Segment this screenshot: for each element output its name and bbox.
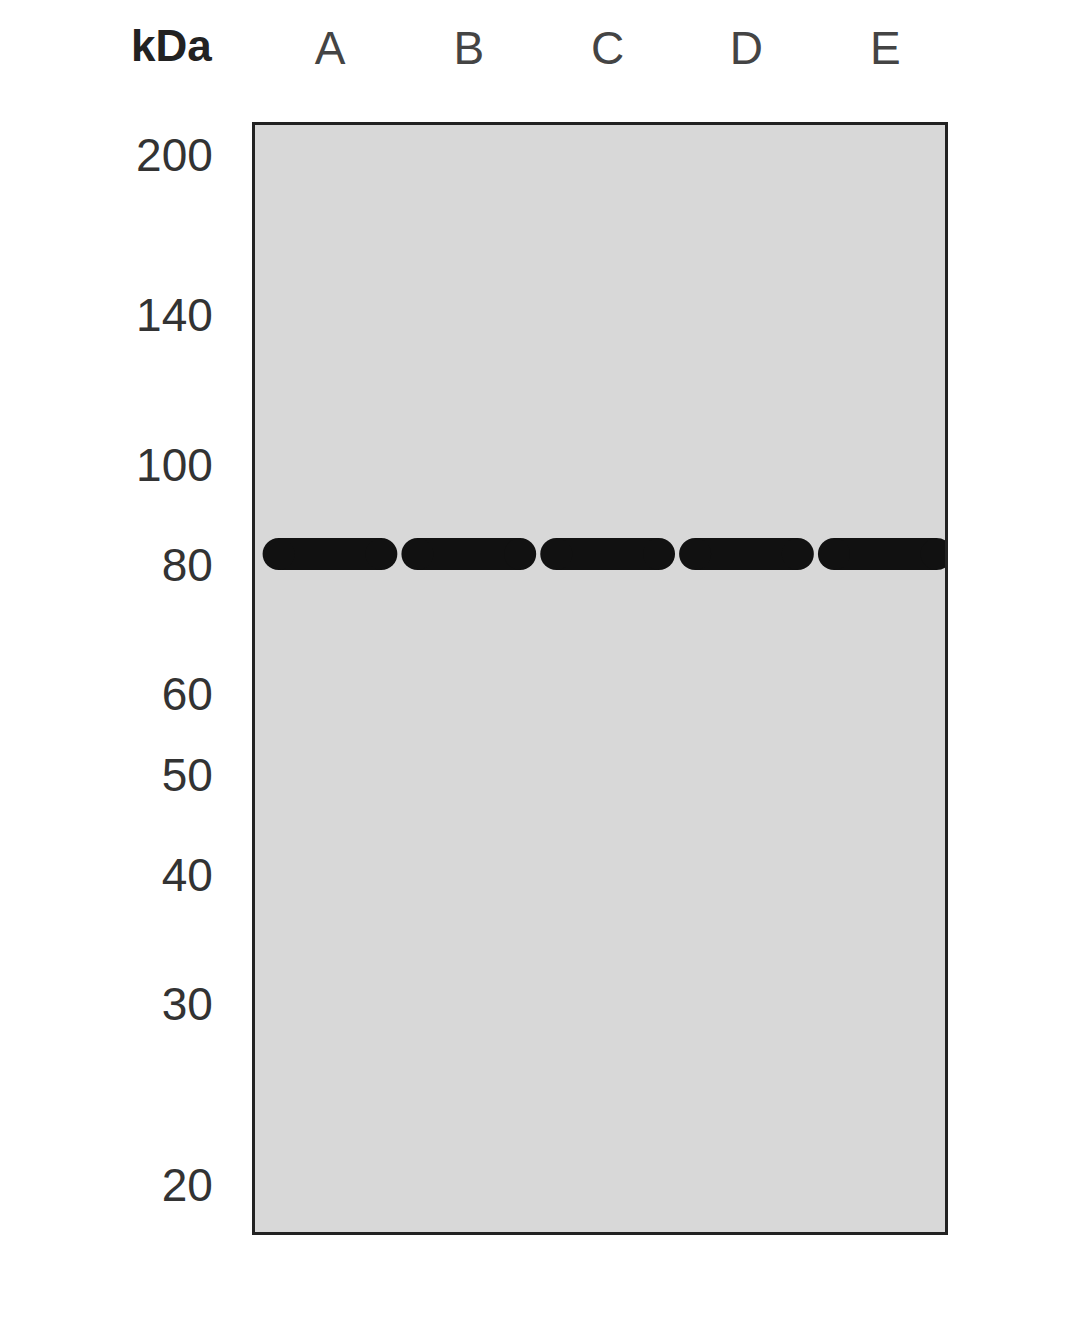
- svg-text:kDa: kDa: [131, 21, 212, 70]
- svg-text:30: 30: [162, 978, 213, 1030]
- svg-text:100: 100: [136, 439, 213, 491]
- svg-text:140: 140: [136, 289, 213, 341]
- svg-text:80: 80: [162, 539, 213, 591]
- svg-text:40: 40: [162, 849, 213, 901]
- svg-text:A: A: [315, 22, 346, 74]
- svg-text:60: 60: [162, 668, 213, 720]
- svg-text:200: 200: [136, 129, 213, 181]
- svg-text:D: D: [730, 22, 763, 74]
- svg-text:E: E: [870, 22, 901, 74]
- svg-text:20: 20: [162, 1159, 213, 1211]
- svg-text:B: B: [453, 22, 484, 74]
- svg-text:C: C: [591, 22, 624, 74]
- svg-text:50: 50: [162, 749, 213, 801]
